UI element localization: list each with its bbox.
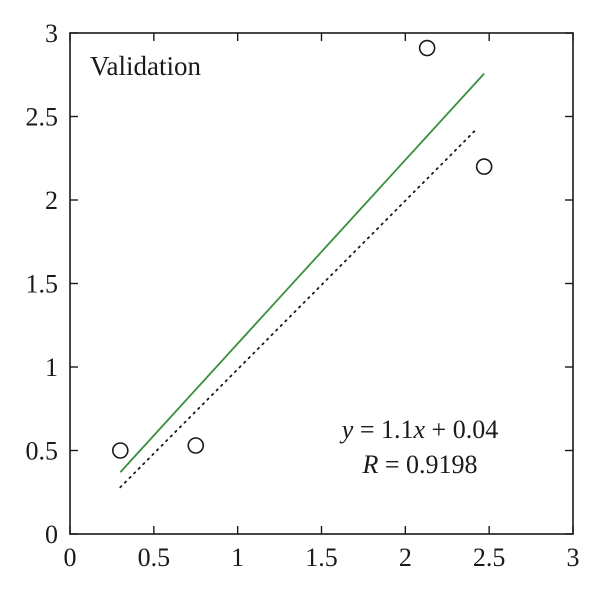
x-tick-label: 3 [567, 543, 580, 572]
reference-line [119, 127, 479, 489]
equation-intercept: + 0.04 [425, 415, 498, 444]
y-tick-label: 3 [45, 19, 58, 48]
data-point [418, 39, 436, 57]
x-tick-label: 1 [231, 543, 244, 572]
x-tick-label: 2.5 [473, 543, 506, 572]
x-tick-label: 0.5 [138, 543, 171, 572]
x-tick-label: 2 [399, 543, 412, 572]
y-tick-label: 1.5 [26, 270, 59, 299]
panel-label: Validation [90, 51, 201, 81]
data-point [475, 158, 493, 175]
x-tick-label: 0 [64, 543, 77, 572]
y-tick-label: 1 [45, 353, 58, 382]
r-value-text: R = 0.9198 [361, 450, 477, 479]
data-point [112, 442, 129, 459]
plot-frame [69, 32, 574, 535]
fit-line [119, 72, 485, 473]
equation-slope: = 1.1 [353, 415, 413, 444]
ticks: 0 0.5 1 1.5 2 2.5 3 0 0.5 1 1.5 2 2.5 3 [26, 19, 580, 572]
y-tick-label: 2 [45, 186, 58, 215]
equation-x: x [413, 415, 426, 444]
lines [119, 72, 485, 489]
r-value: = 0.9198 [378, 450, 477, 479]
y-tick-label: 0 [45, 520, 58, 549]
points [112, 39, 493, 459]
r-label: R [361, 450, 378, 479]
equation-y: y [339, 415, 354, 444]
y-tick-label: 0.5 [26, 437, 59, 466]
equation-text: y = 1.1x + 0.04 [339, 415, 498, 444]
y-tick-label: 2.5 [26, 103, 59, 132]
x-tick-label: 1.5 [305, 543, 338, 572]
data-point [187, 437, 205, 454]
